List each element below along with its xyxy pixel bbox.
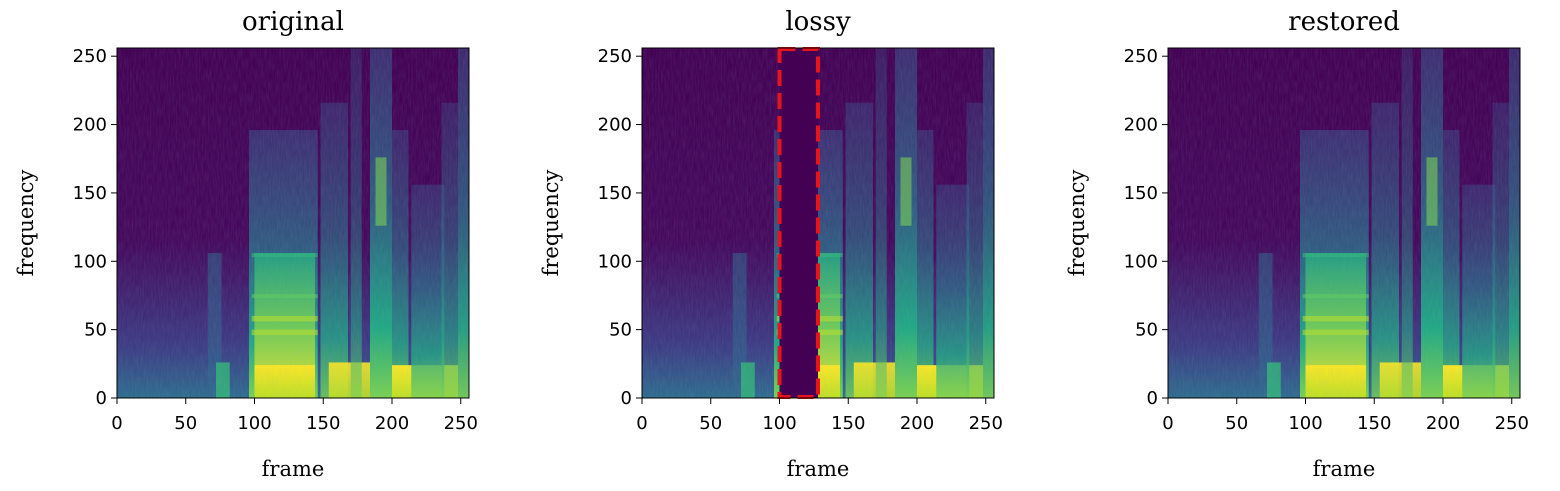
x-tick-label: 150 (1357, 413, 1391, 434)
x-axis-label: frame (1313, 457, 1376, 481)
x-tick-label: 250 (969, 413, 1003, 434)
x-tick-label: 100 (762, 413, 796, 434)
y-tick-label: 250 (1124, 46, 1158, 67)
x-tick-label: 200 (900, 413, 934, 434)
x-tick-label: 50 (699, 413, 722, 434)
y-tick-label: 100 (73, 251, 107, 272)
panel-title: restored (1288, 7, 1400, 37)
y-tick-label: 50 (1135, 320, 1158, 341)
x-tick-label: 0 (636, 413, 647, 434)
x-axis-label: frame (262, 457, 325, 481)
y-tick-label: 200 (1124, 115, 1158, 136)
masked-region-fill (779, 48, 818, 398)
y-axis-label: frequency (539, 169, 563, 276)
panel-title: original (242, 7, 344, 37)
y-axis-label: frequency (1065, 169, 1089, 276)
x-tick-label: 250 (444, 413, 478, 434)
x-tick-label: 0 (1162, 413, 1173, 434)
heatmap-image (117, 48, 469, 398)
y-tick-label: 0 (1147, 388, 1158, 409)
y-tick-label: 250 (598, 46, 632, 67)
masked-region-outline (777, 47, 820, 399)
axes-frame (116, 47, 470, 399)
heatmap-image (1168, 48, 1520, 398)
x-tick-label: 50 (174, 413, 197, 434)
x-tick-label: 50 (1225, 413, 1248, 434)
y-tick-label: 0 (96, 388, 107, 409)
y-tick-label: 150 (73, 183, 107, 204)
x-axis-label: frame (787, 457, 850, 481)
x-tick-label: 0 (111, 413, 122, 434)
x-tick-label: 150 (306, 413, 340, 434)
x-tick-label: 100 (1288, 413, 1322, 434)
y-tick-label: 150 (598, 183, 632, 204)
y-tick-label: 50 (609, 320, 632, 341)
x-tick-label: 200 (1426, 413, 1460, 434)
axes-frame (1167, 47, 1521, 399)
y-tick-label: 200 (73, 115, 107, 136)
y-tick-label: 100 (598, 251, 632, 272)
x-tick-label: 150 (831, 413, 865, 434)
y-tick-label: 150 (1124, 183, 1158, 204)
y-tick-label: 50 (84, 320, 107, 341)
y-tick-label: 100 (1124, 251, 1158, 272)
spectrogram-panel-2: 0 50 100 150 200 250 0 50 100 150 200 250 lossy frame… (539, 7, 1003, 481)
y-tick-label: 250 (73, 46, 107, 67)
spectrogram-panel-1: 0 50 100 150 200 250 0 50 100 150 200 250 original fr… (14, 7, 478, 481)
y-tick-label: 0 (621, 388, 632, 409)
x-tick-label: 250 (1495, 413, 1529, 434)
x-tick-label: 200 (375, 413, 409, 434)
x-tick-label: 100 (237, 413, 271, 434)
y-tick-label: 200 (598, 115, 632, 136)
spectrogram-panel-3: 0 50 100 150 200 250 0 50 100 150 200 250 restored fr… (1065, 7, 1529, 481)
axes-frame (641, 47, 995, 399)
panel-title: lossy (785, 7, 851, 37)
y-axis-label: frequency (14, 169, 38, 276)
